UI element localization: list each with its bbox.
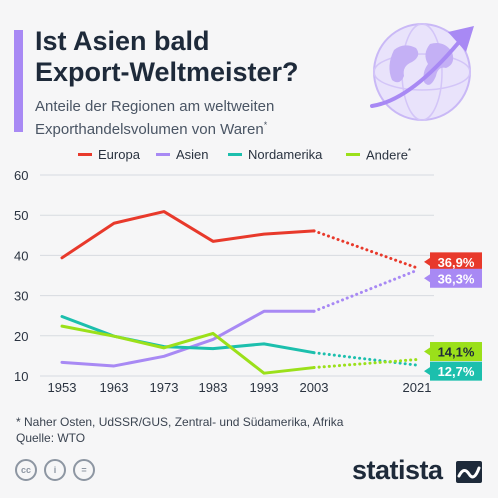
legend-item-asien: Asien (156, 147, 209, 162)
legend-swatch-andere (346, 153, 360, 157)
end-label-asien: 36,3% (438, 271, 475, 286)
x-tick-label-1953: 1953 (48, 380, 77, 395)
line-chart: 10 20 30 40 50 60 1953 1963 1973 1983 1993 2003 2021… (14, 168, 482, 395)
legend-swatch-nordamerika (228, 153, 242, 157)
legend-andere-footnote-mark: * (407, 147, 412, 156)
end-label-box-nordamerika (430, 361, 482, 381)
x-tick-label-2003: 2003 (300, 380, 329, 395)
y-tick-label-10: 10 (14, 369, 28, 384)
y-tick-label-40: 40 (14, 248, 28, 263)
chart-legend: Europa Asien Nordamerika Andere* (0, 147, 498, 165)
legend-item-nordamerika: Nordamerika (228, 147, 322, 162)
x-tick-label-1993: 1993 (250, 380, 279, 395)
series-line-asien (60, 309, 316, 368)
subtitle-footnote-mark: * (263, 120, 268, 130)
legend-label-andere: Andere (366, 147, 408, 163)
title-line-1: Ist Asien bald (35, 26, 210, 56)
x-tick-label-1973: 1973 (150, 380, 179, 395)
subtitle-line-1: Anteile der Regionen am weltweiten (35, 98, 275, 115)
legend-item-andere: Andere* (346, 147, 411, 162)
series-projection-nordamerika (312, 351, 419, 367)
series-line-andere (60, 324, 316, 375)
y-tick-label-50: 50 (14, 208, 28, 223)
end-label-pointer-asien (424, 274, 430, 283)
y-tick-label-60: 60 (14, 168, 28, 183)
end-label-box-europa (430, 252, 482, 272)
y-tick-label-20: 20 (14, 329, 28, 344)
series-line-europa (60, 210, 316, 260)
chart-subtitle: Anteile der Regionen am weltweiten Expor… (35, 97, 365, 139)
end-label-europa: 36,9% (438, 255, 475, 270)
license-icons: cc i = (15, 459, 105, 485)
end-label-andere: 14,1% (438, 345, 475, 360)
end-label-pointer-nordamerika (424, 367, 430, 376)
end-label-box-asien (430, 268, 482, 288)
chart-title: Ist Asien bald Export-Weltmeister? (35, 26, 365, 88)
x-tick-label-1983: 1983 (199, 380, 228, 395)
footnote-source: Quelle: WTO (16, 431, 86, 445)
end-label-pointer-andere (424, 347, 430, 356)
y-tick-label-30: 30 (14, 289, 28, 304)
series-projection-europa (312, 229, 419, 270)
equals-icon: = (73, 459, 95, 481)
x-tick-label-2021: 2021 (403, 380, 432, 395)
series-line-nordamerika (60, 315, 316, 355)
series-projection-andere (312, 358, 419, 370)
subtitle-line-2-text: Exporthandelsvolumen von Waren (35, 121, 264, 138)
legend-label-europa: Europa (98, 147, 140, 162)
legend-swatch-asien (156, 153, 170, 157)
footnote: * Naher Osten, UdSSR/GUS, Zentral- und S… (16, 414, 343, 446)
series-projection-asien (312, 268, 419, 313)
end-label-box-andere (430, 342, 482, 362)
legend-label-asien: Asien (176, 147, 209, 162)
title-accent-bar (14, 30, 23, 132)
globe-arrow-icon (370, 23, 474, 121)
cc-icon: cc (15, 459, 37, 481)
legend-label-nordamerika: Nordamerika (248, 147, 323, 162)
brand-logo: statista (352, 455, 443, 485)
x-tick-label-1963: 1963 (100, 380, 129, 395)
subtitle-line-2: Exporthandelsvolumen von Waren* (35, 116, 365, 139)
end-label-pointer-europa (424, 257, 430, 266)
statista-wave-icon (456, 461, 482, 483)
footnote-regions: * Naher Osten, UdSSR/GUS, Zentral- und S… (16, 415, 344, 429)
person-icon: i (44, 459, 66, 481)
legend-swatch-europa (78, 153, 92, 157)
end-label-nordamerika: 12,7% (438, 364, 475, 379)
legend-item-europa: Europa (78, 147, 140, 162)
title-line-2: Export-Weltmeister? (35, 57, 299, 87)
